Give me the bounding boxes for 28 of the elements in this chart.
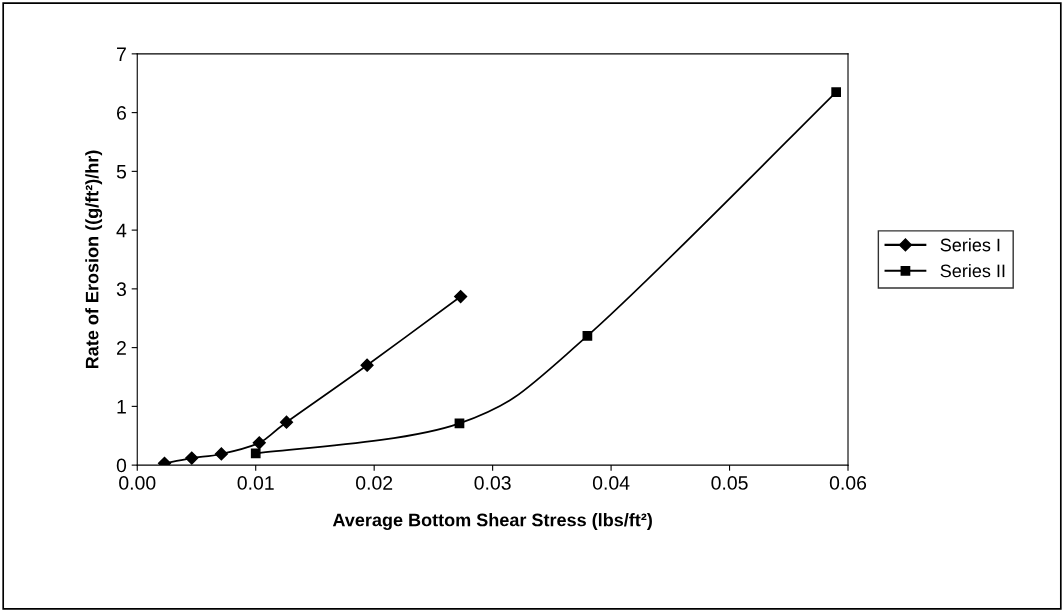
x-tick-label: 0.04 (592, 476, 630, 490)
point (831, 87, 842, 97)
point (252, 436, 266, 450)
y-tick-label: 7 (117, 47, 126, 61)
point (454, 289, 468, 304)
legend-label: Series I (940, 238, 1000, 252)
y-tick-label: 2 (117, 341, 126, 355)
y-tick-label: 4 (116, 223, 127, 238)
point (250, 448, 261, 459)
point (279, 415, 294, 429)
x-tick-label: 0.02 (356, 476, 393, 490)
y-tick-label: 0 (116, 458, 127, 473)
x-tick-label: 0.03 (474, 476, 511, 490)
y-tick-label: 6 (117, 106, 126, 120)
legend-label: Series II (940, 264, 1005, 278)
x-tick-label: 0.06 (829, 476, 867, 490)
x-tick-label: 0.00 (119, 476, 156, 490)
x-tick-label: 0.01 (237, 476, 274, 490)
y-tick-label: 5 (116, 165, 127, 179)
x-axis-title: Average Bottom Shear Stress (lbs/ft²) (332, 513, 652, 531)
point (360, 358, 374, 372)
point (582, 331, 593, 341)
y-axis-title: Rate of Erosion ((g/ft²)/hr) (85, 150, 103, 369)
y-tick-label: 1 (117, 400, 126, 414)
point (185, 451, 199, 465)
y-tick-label: 3 (116, 282, 126, 297)
x-tick-label: 0.05 (711, 476, 748, 490)
point (214, 447, 228, 461)
